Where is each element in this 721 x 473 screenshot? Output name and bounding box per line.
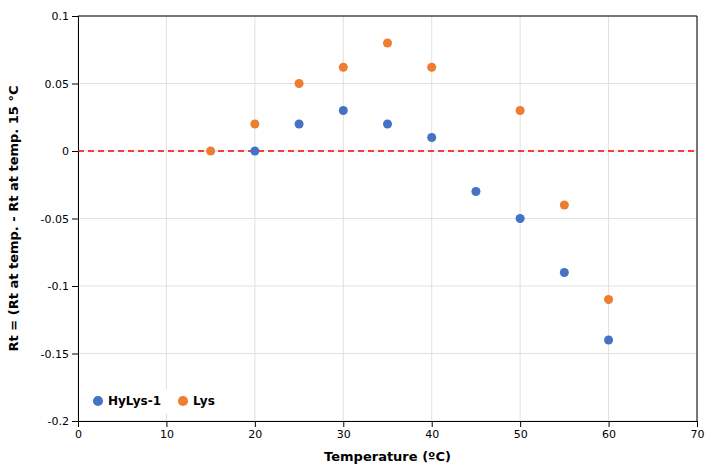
point [427, 133, 436, 142]
tick: 0 [62, 145, 78, 158]
tick: 50 [514, 421, 528, 441]
chart: 0 10 20 30 40 50 60 70 -0.2 -0.15 -0.1 -0.05 0 0.05 0.… [0, 0, 721, 473]
grid-line-y [78, 218, 697, 219]
tick-mark [72, 354, 78, 355]
tick-mark [697, 421, 698, 427]
tick: -0.15 [41, 348, 78, 361]
tick-mark [255, 421, 256, 427]
tick-label: 40 [425, 428, 439, 441]
tick-label: 0.05 [45, 78, 70, 91]
tick: 0.1 [52, 10, 79, 23]
tick: -0.2 [48, 415, 78, 428]
tick: -0.05 [41, 213, 78, 226]
legend-swatch [93, 396, 103, 406]
legend-label: Lys [193, 394, 215, 408]
grid-line-x [697, 16, 698, 421]
point [250, 119, 259, 128]
tick-label: -0.05 [41, 213, 69, 226]
point [206, 146, 215, 155]
point [250, 146, 259, 155]
x-axis: 0 10 20 30 40 50 60 70 [75, 421, 705, 441]
tick-label: 0 [62, 145, 69, 158]
legend-item: Lys [178, 394, 215, 408]
tick-mark [72, 16, 78, 17]
frame [697, 16, 698, 421]
tick: 40 [425, 421, 439, 441]
tick-label: 10 [160, 428, 174, 441]
point [339, 63, 348, 72]
tick-label: 70 [691, 428, 705, 441]
tick-label: -0.2 [48, 415, 69, 428]
point [295, 79, 304, 88]
y-axis: -0.2 -0.15 -0.1 -0.05 0 0.05 0.1 [41, 10, 79, 428]
legend-label: HyLys-1 [108, 394, 161, 408]
grid-line-y [78, 151, 697, 152]
frame [78, 16, 697, 17]
tick: 70 [691, 421, 705, 441]
legend: HyLys-1 Lys [86, 389, 221, 413]
tick: 0 [75, 421, 82, 441]
x-axis-title: Temperature (ºC) [324, 449, 451, 464]
point [604, 335, 613, 344]
tick-mark [72, 286, 78, 287]
tick-mark [520, 421, 521, 427]
tick-label: 20 [248, 428, 262, 441]
tick: 0.05 [45, 78, 79, 91]
tick-mark [72, 151, 78, 152]
legend-background [86, 389, 221, 413]
grid-line-y [78, 16, 697, 17]
legend-swatch [178, 396, 188, 406]
grid-line-y [78, 353, 697, 354]
axis-line [72, 17, 79, 422]
tick-mark [166, 421, 167, 427]
tick-mark [72, 84, 78, 85]
tick-mark [343, 421, 344, 427]
tick-label: 50 [514, 428, 528, 441]
point [295, 119, 304, 128]
point [471, 187, 480, 196]
tick: 10 [160, 421, 174, 441]
legend-item: HyLys-1 [93, 394, 161, 408]
grid [78, 16, 697, 421]
tick: 60 [602, 421, 616, 441]
axis-line [79, 422, 698, 428]
tick-mark [72, 219, 78, 220]
point [516, 106, 525, 115]
grid-line-y [78, 83, 697, 84]
tick-label: -0.1 [48, 280, 69, 293]
tick: 30 [337, 421, 351, 441]
point [516, 214, 525, 223]
tick-mark [72, 421, 78, 422]
grid-line-y [78, 286, 697, 287]
series [250, 106, 613, 345]
point [560, 268, 569, 277]
tick-label: 30 [337, 428, 351, 441]
point [560, 200, 569, 209]
point [339, 106, 348, 115]
tick-mark [609, 421, 610, 427]
point [383, 119, 392, 128]
tick-mark [432, 421, 433, 427]
y-axis-title: Rt = (Rt at temp. - Rt at temp. 15 °C [6, 86, 21, 352]
tick-label: 60 [602, 428, 616, 441]
series [206, 38, 613, 304]
tick: -0.1 [48, 280, 78, 293]
reference-line [78, 150, 697, 152]
point [427, 63, 436, 72]
tick-label: -0.15 [41, 348, 69, 361]
data [78, 38, 697, 344]
point [604, 295, 613, 304]
tick-label: 0 [75, 428, 82, 441]
tick: 20 [248, 421, 262, 441]
tick-label: 0.1 [52, 10, 70, 23]
plot: 0 10 20 30 40 50 60 70 -0.2 -0.15 -0.1 -0.05 0 0.05 0.… [41, 10, 705, 441]
point [383, 38, 392, 47]
